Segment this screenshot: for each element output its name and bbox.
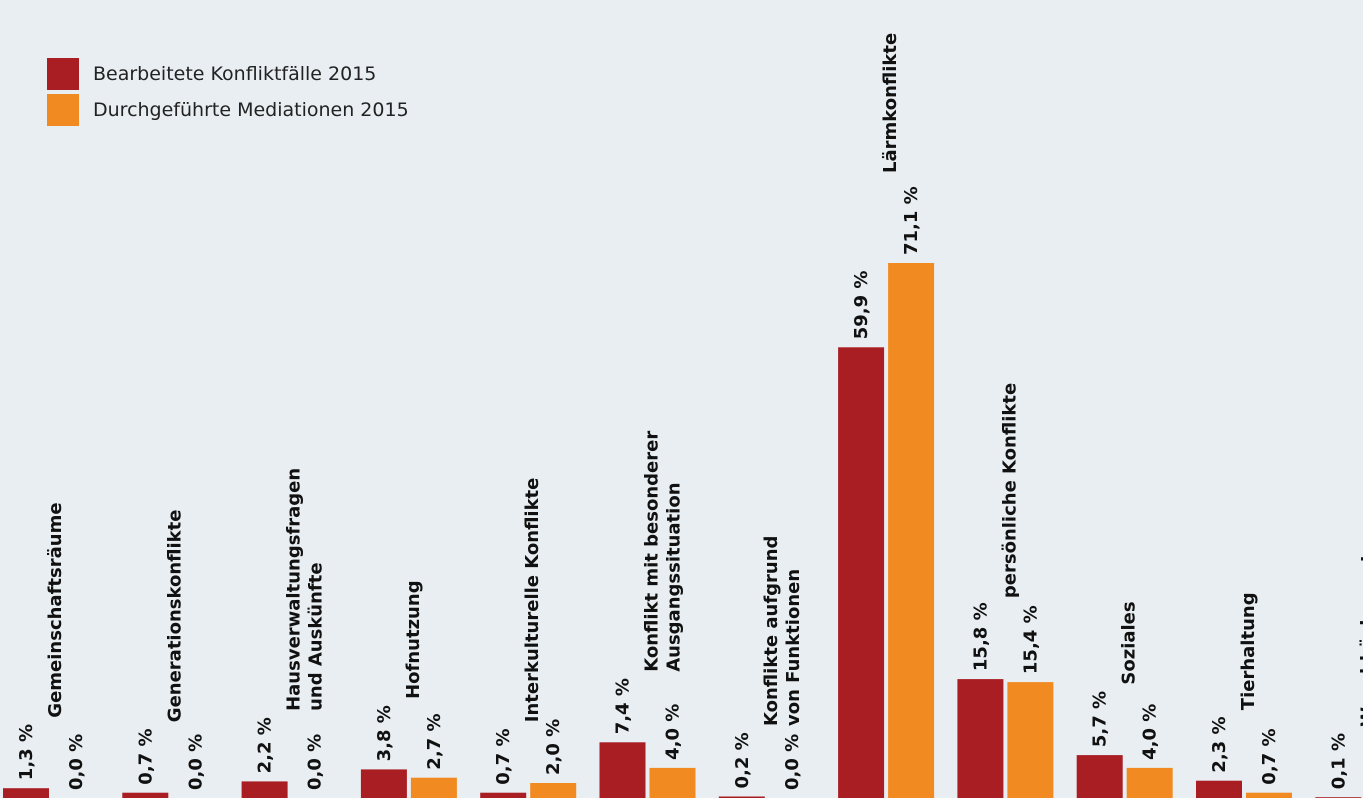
bar-konfliktfaelle-4 bbox=[480, 792, 527, 798]
legend: Bearbeitete Konfliktfälle 2015 Durchgefü… bbox=[47, 57, 409, 129]
bar-konfliktfaelle-0 bbox=[3, 788, 49, 798]
bar-mediationen-7 bbox=[888, 263, 935, 798]
value-label-mediationen-8: 15,4 % bbox=[1020, 605, 1041, 674]
value-label-konfliktfaelle-11: 0,1 % bbox=[1328, 733, 1349, 789]
category-label-6-line0: Konflikte aufgrund bbox=[761, 536, 782, 726]
value-label-mediationen-9: 4,0 % bbox=[1140, 704, 1161, 760]
value-label-konfliktfaelle-10: 2,3 % bbox=[1209, 716, 1230, 772]
category-label-10: Tierhaltung bbox=[1238, 592, 1259, 710]
bar-mediationen-3 bbox=[410, 777, 457, 798]
bar-mediationen-8 bbox=[1007, 682, 1054, 798]
category-label-9: Soziales bbox=[1119, 601, 1140, 684]
value-label-mediationen-6: 0,0 % bbox=[782, 734, 803, 790]
value-label-konfliktfaelle-6: 0,2 % bbox=[732, 732, 753, 788]
value-label-konfliktfaelle-2: 2,2 % bbox=[255, 717, 276, 773]
legend-label-konfliktfaelle: Bearbeitete Konfliktfälle 2015 bbox=[93, 63, 377, 85]
category-label-8: persönliche Konflikte bbox=[999, 383, 1020, 598]
value-label-mediationen-3: 2,7 % bbox=[424, 713, 445, 769]
category-label-5-line0: Konflikt mit besonderer bbox=[642, 431, 663, 672]
category-label-0: Gemeinschaftsräume bbox=[45, 502, 66, 717]
value-label-konfliktfaelle-3: 3,8 % bbox=[374, 705, 395, 761]
legend-item-konfliktfaelle: Bearbeitete Konfliktfälle 2015 bbox=[47, 57, 409, 91]
value-label-konfliktfaelle-9: 5,7 % bbox=[1090, 691, 1111, 747]
bar-konfliktfaelle-5 bbox=[599, 742, 646, 798]
value-label-konfliktfaelle-1: 0,7 % bbox=[135, 728, 156, 784]
category-label-4: Interkulturelle Konflikte bbox=[522, 478, 543, 723]
bar-konfliktfaelle-7 bbox=[838, 347, 885, 798]
category-label-2-line1: und Auskünfte bbox=[306, 562, 327, 710]
value-label-konfliktfaelle-8: 15,8 % bbox=[970, 602, 991, 671]
value-label-mediationen-0: 0,0 % bbox=[66, 734, 87, 790]
bar-konfliktfaelle-1 bbox=[122, 792, 169, 798]
value-label-konfliktfaelle-0: 1,3 % bbox=[16, 724, 37, 780]
bar-konfliktfaelle-3 bbox=[360, 769, 407, 798]
value-label-konfliktfaelle-7: 59,9 % bbox=[851, 271, 872, 340]
legend-swatch-konfliktfaelle bbox=[47, 58, 79, 90]
value-label-konfliktfaelle-4: 0,7 % bbox=[493, 728, 514, 784]
category-label-1: Generationskonflikte bbox=[164, 510, 185, 723]
value-label-mediationen-2: 0,0 % bbox=[305, 734, 326, 790]
legend-swatch-mediationen bbox=[47, 94, 79, 126]
bar-konfliktfaelle-8 bbox=[957, 679, 1004, 798]
value-label-mediationen-10: 0,7 % bbox=[1259, 728, 1280, 784]
bar-konfliktfaelle-10 bbox=[1196, 780, 1242, 798]
category-label-6-line1: von Funktionen bbox=[783, 569, 804, 726]
category-label-2-line0: Hausverwaltungsfragen bbox=[284, 468, 305, 711]
category-label-7: Lärmkonflikte bbox=[880, 33, 901, 173]
value-label-mediationen-4: 2,0 % bbox=[543, 719, 564, 775]
legend-item-mediationen: Durchgeführte Mediationen 2015 bbox=[47, 93, 409, 127]
category-label-11: Waschküchennutzung bbox=[1357, 505, 1363, 727]
bar-mediationen-9 bbox=[1126, 767, 1173, 798]
legend-label-mediationen: Durchgeführte Mediationen 2015 bbox=[93, 99, 409, 121]
category-label-3: Hofnutzung bbox=[403, 580, 424, 699]
bar-mediationen-5 bbox=[649, 767, 696, 798]
value-label-konfliktfaelle-5: 7,4 % bbox=[613, 678, 634, 734]
bar-mediationen-10 bbox=[1246, 792, 1292, 798]
category-label-5-line1: Ausgangssituation bbox=[664, 482, 685, 671]
bar-konfliktfaelle-9 bbox=[1076, 755, 1123, 798]
value-label-mediationen-1: 0,0 % bbox=[185, 734, 206, 790]
bar-mediationen-4 bbox=[530, 783, 577, 798]
value-label-mediationen-5: 4,0 % bbox=[663, 704, 684, 760]
value-label-mediationen-7: 71,1 % bbox=[901, 186, 922, 255]
bar-konfliktfaelle-6 bbox=[718, 796, 765, 798]
bar-konfliktfaelle-2 bbox=[241, 781, 288, 798]
